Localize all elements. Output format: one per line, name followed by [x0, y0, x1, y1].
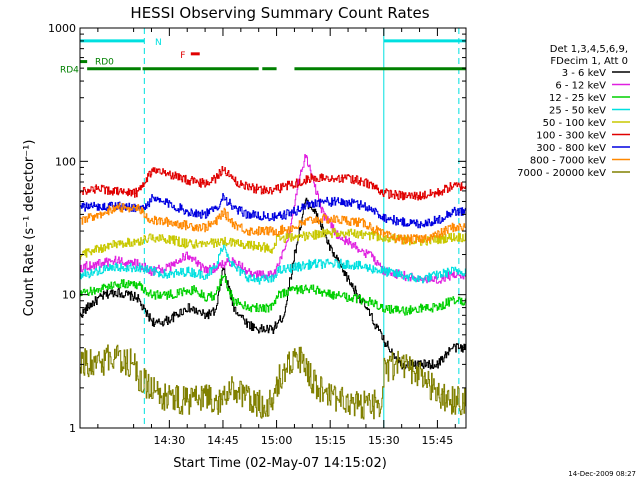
legend-entry-label: 3 - 6 keV [562, 68, 606, 79]
x-tick-label: 14:30 [154, 434, 186, 447]
legend-entry-label: 50 - 100 keV [543, 118, 607, 129]
series-line-8 [80, 344, 467, 420]
plot-frame [79, 27, 467, 429]
x-tick-label: 15:30 [368, 434, 400, 447]
generation-timestamp: 14-Dec-2009 08:27 [568, 470, 636, 478]
legend-entry-label: 6 - 12 keV [555, 81, 606, 92]
series-layer [79, 28, 467, 428]
legend-header: FDecim 1, Att 0 [550, 56, 628, 67]
legend-header: Det 1,3,4,5,6,9, [550, 44, 628, 55]
legend-entry-label: 100 - 300 keV [536, 131, 606, 142]
series-line-7 [80, 202, 467, 245]
legend: Det 1,3,4,5,6,9,FDecim 1, Att 03 - 6 keV… [517, 44, 630, 179]
series-line-3 [80, 243, 467, 285]
y-tick-label: 1000 [48, 22, 76, 35]
legend-entry-label: 800 - 7000 keV [530, 156, 606, 167]
y-tick-label: 100 [55, 155, 76, 168]
series-line-6 [80, 193, 467, 229]
chart-title: HESSI Observing Summary Count Rates [130, 4, 429, 22]
flag-label-rd4: RD4 [60, 66, 79, 76]
flag-label-rd0: RD0 [95, 58, 114, 68]
x-tick-label: 15:15 [314, 434, 346, 447]
flag-label-n: N [155, 38, 162, 48]
flag-layer: N F RD0 RD4 [60, 38, 466, 76]
x-axis-label: Start Time (02-May-07 14:15:02) [173, 456, 387, 471]
legend-entry-label: 25 - 50 keV [549, 106, 606, 117]
flag-label-f: F [180, 51, 185, 61]
y-axis-label: Count Rate (s⁻¹ detector⁻¹) [22, 140, 37, 317]
legend-entry-label: 300 - 800 keV [536, 143, 606, 154]
y-tick-label: 1 [69, 422, 76, 435]
x-tick-label: 15:00 [261, 434, 293, 447]
y-tick-label: 10 [62, 289, 76, 302]
x-tick-label: 14:45 [207, 434, 239, 447]
series-line-2 [80, 274, 467, 316]
legend-entry-label: 12 - 25 keV [549, 93, 606, 104]
series-line-5 [80, 166, 467, 201]
axis-layer: 1 10 100 1000 14:30 14:45 15:00 15:15 15:30 15:45 [48, 22, 467, 447]
x-tick-label: 15:45 [422, 434, 454, 447]
legend-entry-label: 7000 - 20000 keV [517, 168, 606, 179]
